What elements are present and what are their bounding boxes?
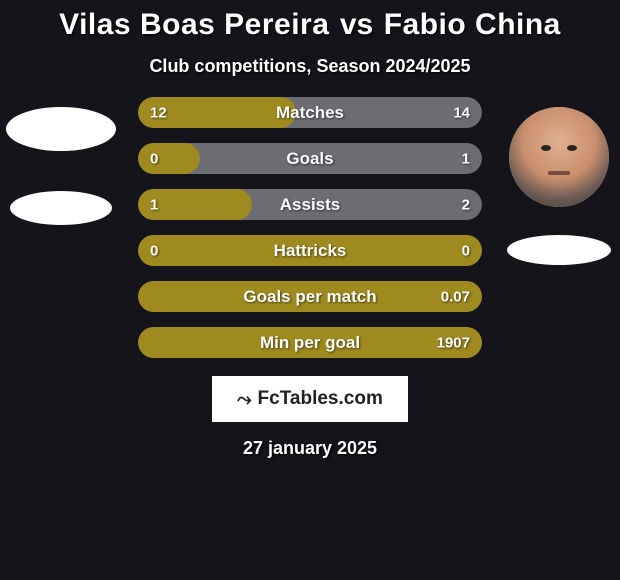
stat-value-right: 0 (462, 242, 470, 259)
player-right-column (504, 107, 614, 265)
stat-label: Goals (286, 149, 333, 169)
stat-value-left: 12 (150, 104, 167, 121)
stat-value-left: 0 (150, 150, 158, 167)
stat-row: 0 Hattricks 0 (138, 235, 482, 266)
stat-row: 12 Matches 14 (138, 97, 482, 128)
player2-club-placeholder (507, 235, 611, 265)
stat-value-right: 2 (462, 196, 470, 213)
date-text: 27 january 2025 (0, 438, 620, 459)
stat-row: Goals per match 0.07 (138, 281, 482, 312)
comparison-content: 12 Matches 14 0 Goals 1 1 Assists 2 0 Hattricks 0 Go… (0, 97, 620, 459)
stat-value-left: 0 (150, 242, 158, 259)
branding-text: FcTables.com (258, 388, 383, 410)
title-row: Vilas Boas Pereira vs Fabio China (0, 0, 620, 42)
stat-label: Matches (276, 103, 344, 123)
stat-row: Min per goal 1907 (138, 327, 482, 358)
player1-name: Vilas Boas Pereira (59, 8, 329, 41)
stat-label: Assists (280, 195, 340, 215)
stat-label: Goals per match (243, 287, 376, 307)
subtitle: Club competitions, Season 2024/2025 (0, 56, 620, 77)
stat-label: Min per goal (260, 333, 360, 353)
player1-avatar-placeholder (6, 107, 116, 151)
stat-value-right: 14 (453, 104, 470, 121)
stat-bars: 12 Matches 14 0 Goals 1 1 Assists 2 0 Hattricks 0 Go… (138, 97, 482, 358)
stat-label: Hattricks (274, 241, 347, 261)
player1-club-placeholder (10, 191, 112, 225)
stat-row: 1 Assists 2 (138, 189, 482, 220)
player2-name: Fabio China (384, 8, 561, 41)
player2-avatar (509, 107, 609, 207)
player-left-column (6, 107, 116, 225)
stat-value-right: 1 (462, 150, 470, 167)
stat-row: 0 Goals 1 (138, 143, 482, 174)
stat-value-left: 1 (150, 196, 158, 213)
stat-bar-fill (138, 143, 200, 174)
branding-box[interactable]: ⤳ FcTables.com (212, 376, 408, 422)
player2-face-icon (509, 107, 609, 207)
stat-value-right: 0.07 (441, 288, 470, 305)
stat-value-right: 1907 (437, 334, 470, 351)
vs-word: vs (340, 8, 373, 41)
chart-icon: ⤳ (237, 389, 251, 410)
